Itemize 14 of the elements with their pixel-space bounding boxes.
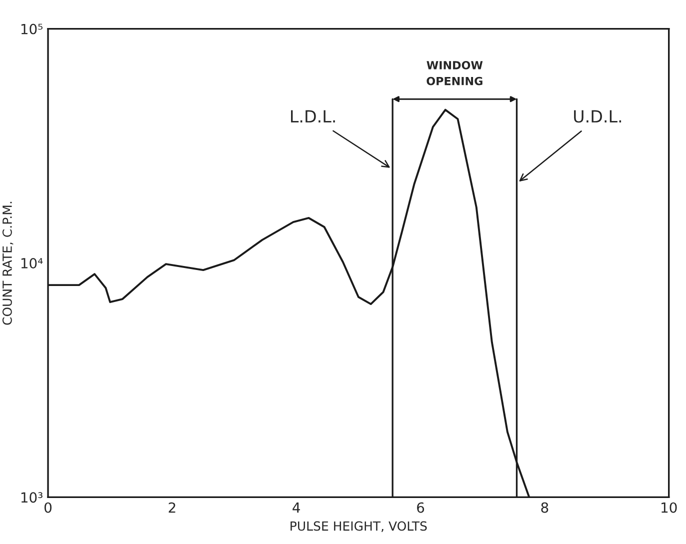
x-tick-label: 2 <box>168 502 176 513</box>
x-tick-label: 10 <box>662 502 677 513</box>
annotation: WINDOW OPENING <box>426 61 483 86</box>
x-axis-title: PULSE HEIGHT, VOLTS <box>290 521 427 532</box>
ref-line-label: L.D.L. <box>291 110 335 122</box>
y-tick-label: 10³ <box>21 492 42 503</box>
y-axis-title: COUNT RATE, C.P.M. <box>2 202 14 325</box>
x-tick-label: 8 <box>541 502 548 513</box>
x-tick-label: 6 <box>417 502 424 513</box>
x-tick-label: 0 <box>44 502 52 513</box>
y-tick-label: 10⁴ <box>21 258 43 268</box>
x-tick-label: 4 <box>292 502 300 513</box>
ref-line-label: U.D.L. <box>574 110 622 123</box>
y-tick-label: 10⁵ <box>21 24 42 34</box>
